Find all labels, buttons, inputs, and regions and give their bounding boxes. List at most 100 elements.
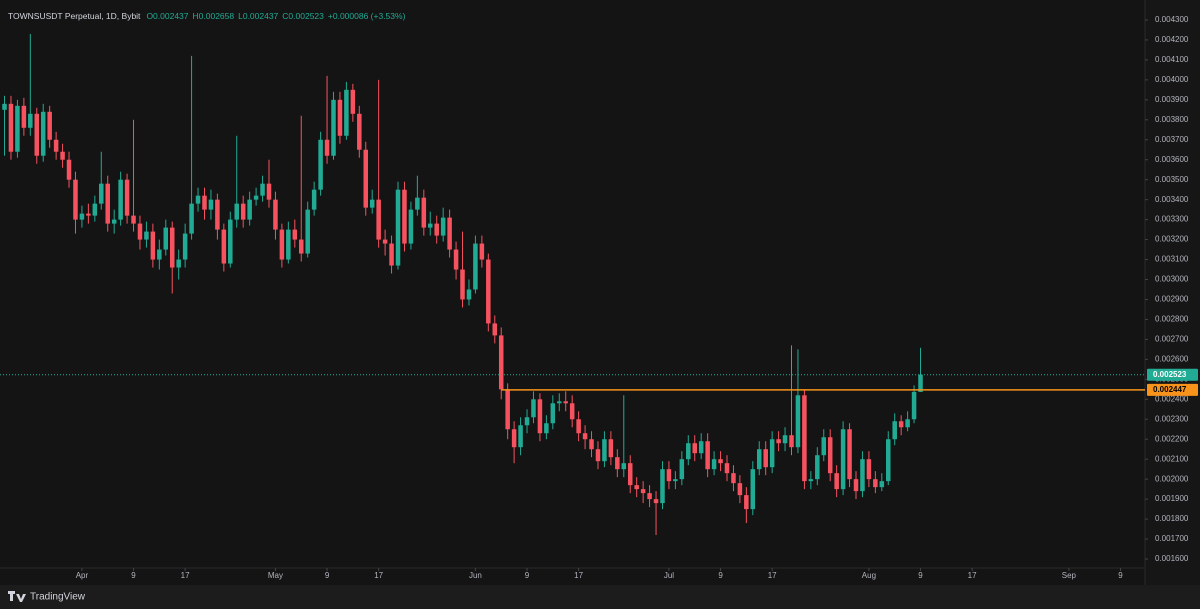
candle-body (266, 183, 272, 200)
candle-body (40, 111, 46, 156)
y-tick-label: 0.003100 (1155, 255, 1189, 264)
candle-body (460, 269, 465, 300)
candle-body (750, 469, 756, 510)
candle-body (873, 479, 878, 488)
candle-body (131, 215, 136, 224)
candle-body (47, 111, 52, 140)
candle-body (337, 99, 343, 136)
candle-body (763, 449, 768, 468)
chart-title: TOWNSUSDT Perpetual, 1D, Bybit (8, 11, 141, 21)
x-tick-label: Apr (76, 571, 89, 580)
candle-body (866, 459, 872, 480)
y-tick-label: 0.004000 (1155, 75, 1189, 84)
y-tick-label: 0.003800 (1155, 115, 1189, 124)
y-tick-label: 0.003000 (1155, 275, 1189, 284)
candle-body (627, 463, 633, 486)
candle-body (595, 449, 601, 462)
level-tag-label: 0.002447 (1153, 385, 1187, 394)
candle-body (505, 389, 510, 430)
y-tick-label: 0.003500 (1155, 175, 1189, 184)
y-tick-label: 0.002600 (1155, 354, 1189, 363)
candle-body (208, 199, 214, 210)
x-tick-label: 17 (768, 571, 777, 580)
x-tick-label: 9 (525, 571, 530, 580)
candle-body (350, 89, 356, 114)
ohlc-open: O0.002437 (146, 11, 188, 21)
candle-body (827, 437, 833, 474)
candle-body (324, 139, 330, 156)
candle-body (524, 417, 530, 426)
y-tick-label: 0.001700 (1155, 534, 1189, 543)
candle-body (253, 195, 259, 200)
candle-body (163, 227, 169, 250)
ohlc-high: H0.002658 (193, 11, 235, 21)
candle-body (421, 197, 427, 228)
candle-body (363, 149, 369, 208)
candle-body (318, 139, 323, 190)
candle-body (673, 479, 678, 482)
candle-body (531, 399, 536, 418)
candle-body (731, 473, 736, 484)
candle-body (840, 429, 846, 490)
y-tick-label: 0.004100 (1155, 55, 1189, 64)
candle-body (240, 203, 246, 220)
candle-body (808, 479, 814, 482)
candle-body (634, 485, 639, 490)
x-tick-label: 17 (374, 571, 383, 580)
candle-body (99, 183, 104, 204)
candle-body (395, 189, 401, 266)
candle-body (176, 259, 181, 268)
candle-body (73, 179, 78, 220)
y-tick-label: 0.002000 (1155, 474, 1189, 483)
candle-body (195, 195, 201, 204)
y-tick-label: 0.002900 (1155, 295, 1189, 304)
candle-body (789, 435, 794, 448)
candle-body (286, 229, 291, 260)
footer-brand: TradingView (30, 592, 86, 603)
price-tag (1147, 368, 1198, 381)
candle-body (92, 203, 98, 216)
candle-body (137, 223, 143, 240)
candle-body (234, 203, 239, 220)
candle-body (440, 217, 446, 236)
x-tick-label: 17 (574, 571, 583, 580)
candle-body (576, 419, 581, 434)
candle-body (569, 403, 575, 420)
candle-body (557, 401, 562, 404)
candle-body (892, 421, 897, 440)
candle-body (544, 423, 549, 434)
candle-body (21, 105, 27, 128)
candle-body (2, 103, 7, 110)
candle-body (86, 213, 91, 216)
candle-body (357, 113, 362, 150)
y-tick-label: 0.004300 (1155, 15, 1189, 24)
y-tick-label: 0.002100 (1155, 454, 1189, 463)
candle-body (498, 335, 504, 390)
x-tick-label: Sep (1062, 571, 1077, 580)
candle-body (518, 425, 523, 448)
candle-body (679, 459, 685, 480)
candle-body (853, 479, 859, 492)
candle-body (305, 209, 310, 254)
candle-body (408, 209, 414, 244)
candle-body (602, 439, 607, 462)
candle-body (279, 229, 285, 260)
chart-header: TOWNSUSDT Perpetual, 1D, Bybit O0.002437 H… (8, 11, 406, 21)
candle-body (724, 463, 730, 474)
candle-body (847, 429, 852, 480)
logo (8, 591, 26, 602)
candle-body (563, 401, 568, 404)
y-tick-label: 0.003900 (1155, 95, 1189, 104)
candle-body (428, 223, 433, 228)
candle-body (402, 189, 407, 244)
y-tick-label: 0.003300 (1155, 215, 1189, 224)
candle-body (615, 457, 620, 470)
candle-body (382, 239, 388, 244)
ohlc-low: L0.002437 (238, 11, 278, 21)
candle-body (434, 223, 439, 236)
candle-body (311, 189, 317, 210)
x-tick-label: 17 (181, 571, 190, 580)
candle-body (182, 233, 188, 260)
candle-body (537, 399, 543, 434)
